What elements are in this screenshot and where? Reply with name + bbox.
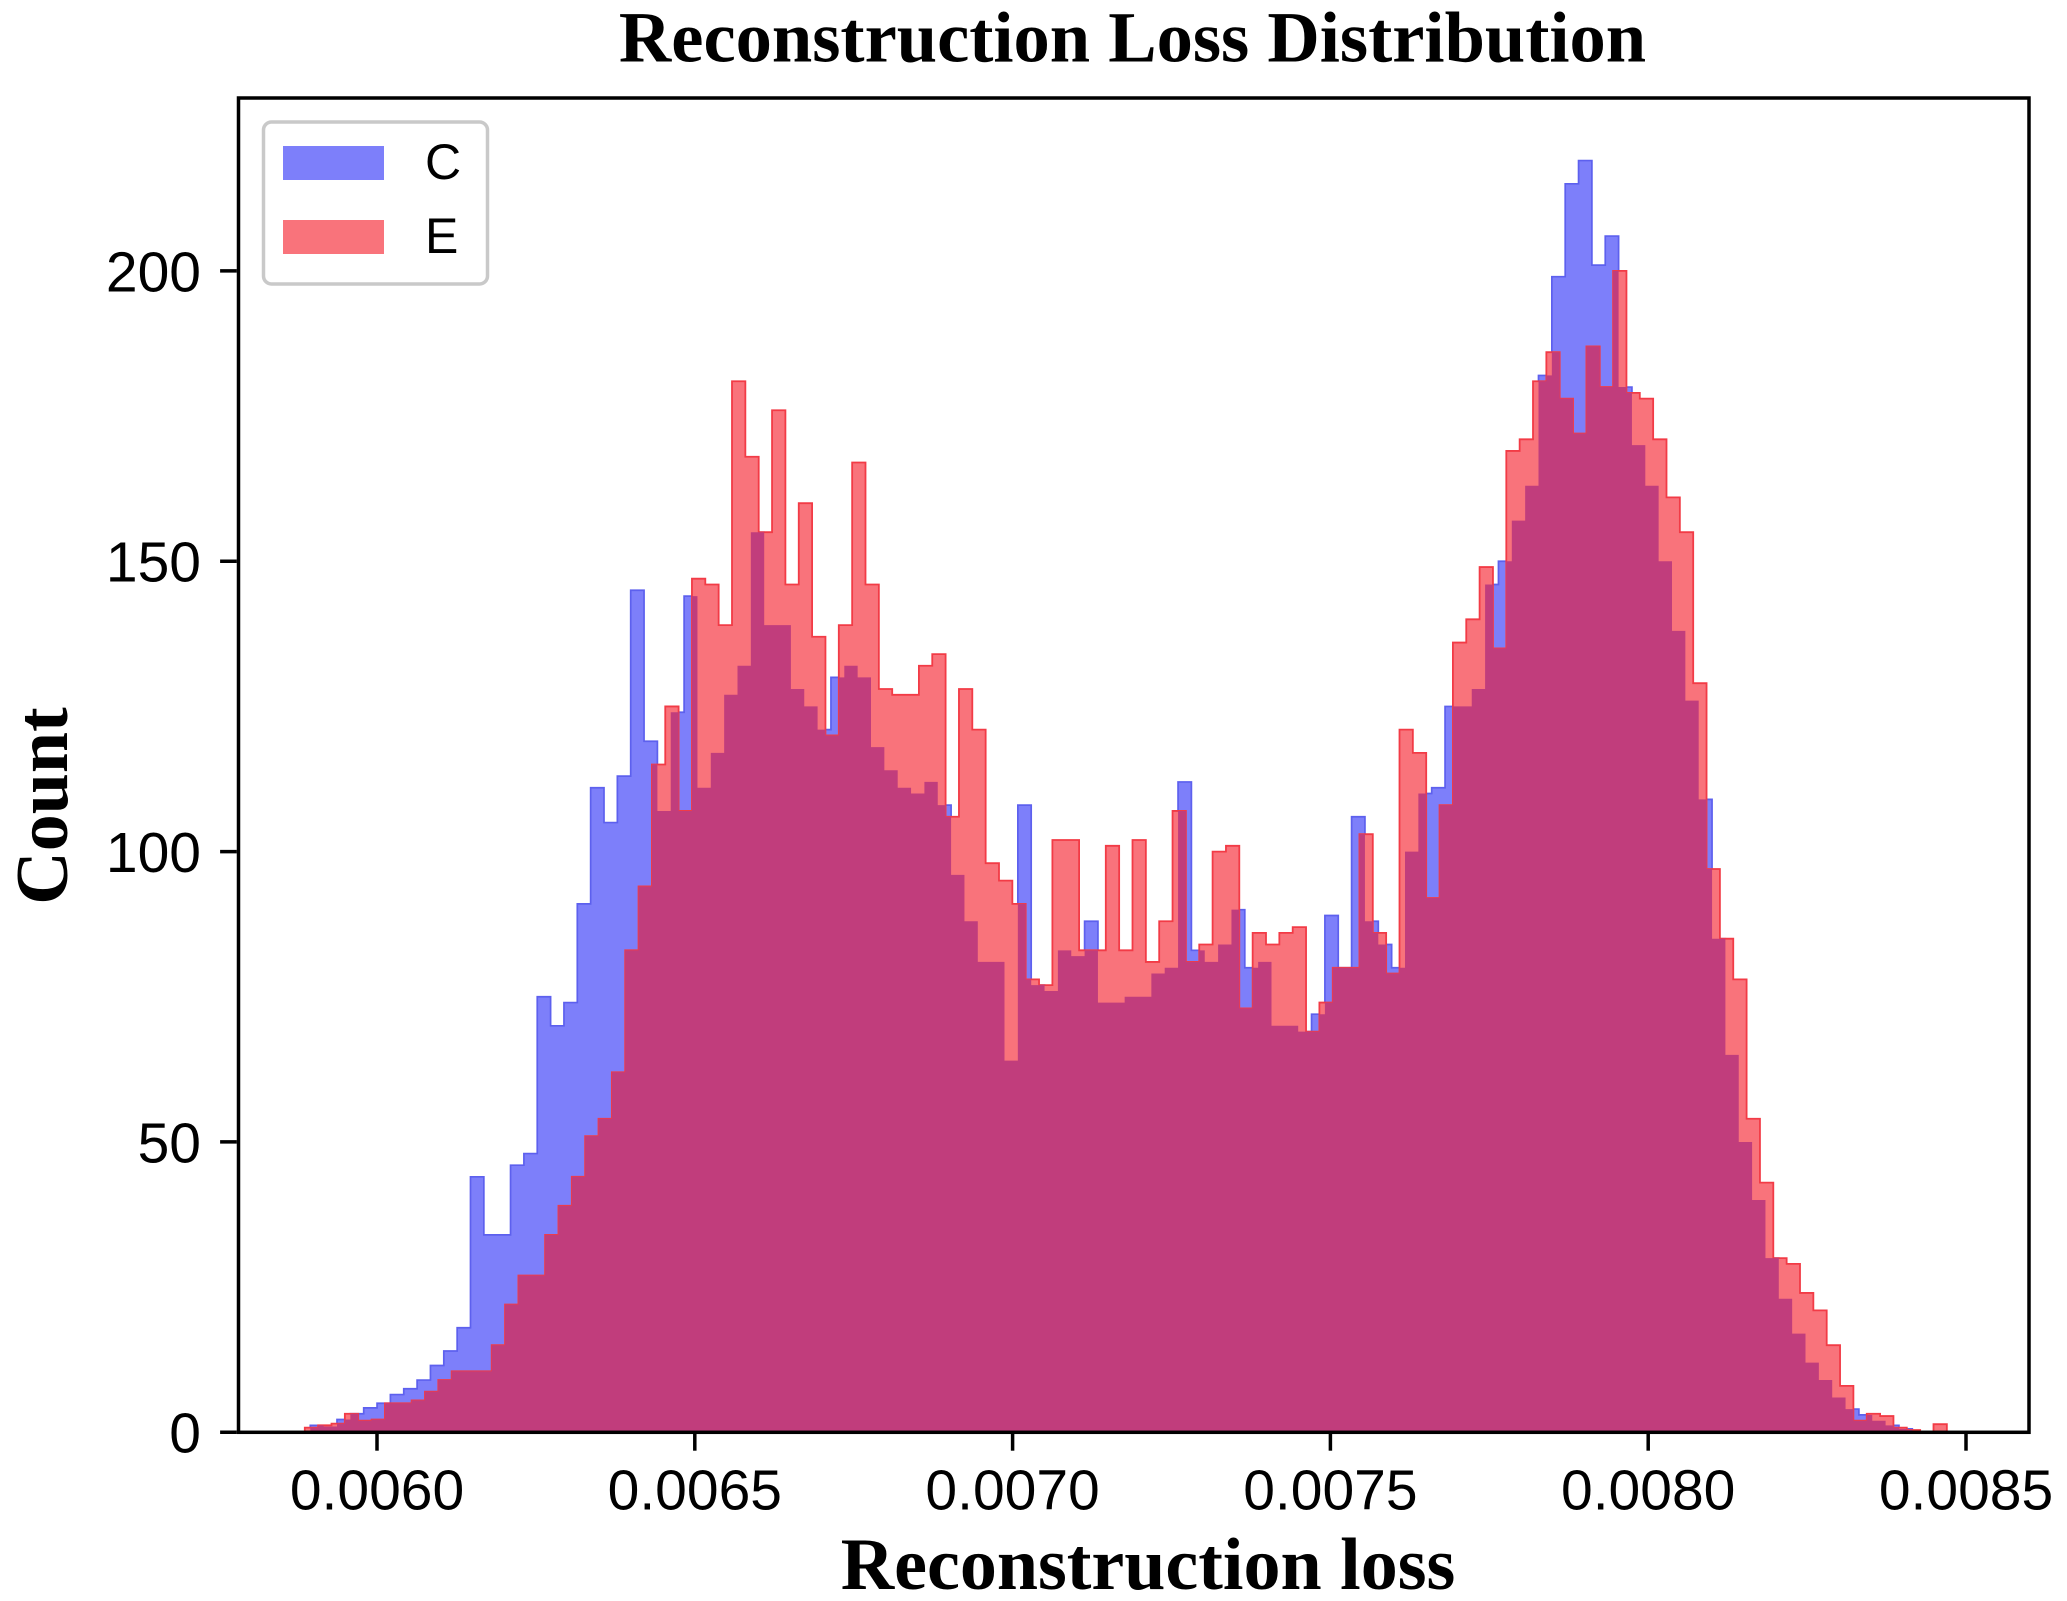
svg-text:Reconstruction Loss Distributi: Reconstruction Loss Distribution (619, 0, 1646, 78)
svg-text:0.0080: 0.0080 (1561, 1459, 1735, 1523)
svg-text:Count: Count (2, 707, 84, 905)
svg-text:E: E (425, 208, 458, 264)
svg-text:200: 200 (106, 240, 201, 304)
svg-text:0.0075: 0.0075 (1243, 1459, 1417, 1523)
svg-text:150: 150 (106, 531, 201, 595)
svg-text:Reconstruction loss: Reconstruction loss (841, 1524, 1456, 1601)
svg-text:50: 50 (138, 1111, 201, 1175)
svg-text:0.0085: 0.0085 (1879, 1459, 2053, 1523)
svg-text:C: C (425, 134, 461, 190)
svg-text:0.0070: 0.0070 (925, 1459, 1099, 1523)
svg-text:100: 100 (106, 821, 201, 885)
svg-text:0.0065: 0.0065 (608, 1459, 782, 1523)
svg-text:0: 0 (169, 1402, 201, 1466)
svg-text:0.0060: 0.0060 (290, 1459, 464, 1523)
